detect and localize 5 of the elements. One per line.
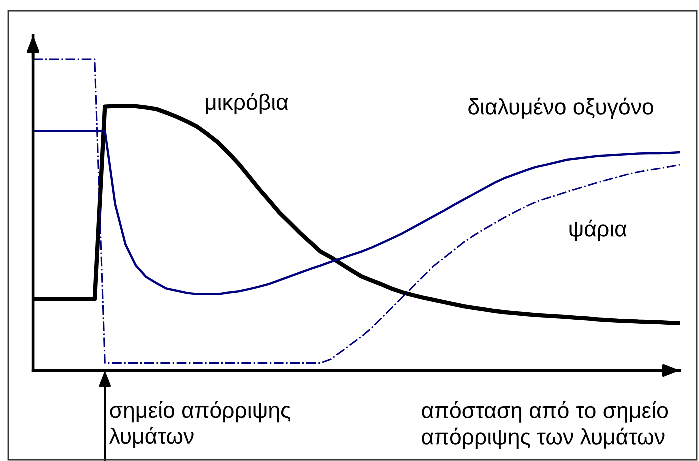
- x-axis-title: απόσταση από το σημείο απόρριψης των λυμάτων: [422, 402, 668, 450]
- text: σημείο απόρριψης λυμάτων: [109, 401, 291, 448]
- series-label: διαλυμένο οξυγόνο: [468, 98, 654, 120]
- series-label: μικρόβια: [206, 93, 288, 115]
- series-label: ψάρια: [570, 220, 627, 242]
